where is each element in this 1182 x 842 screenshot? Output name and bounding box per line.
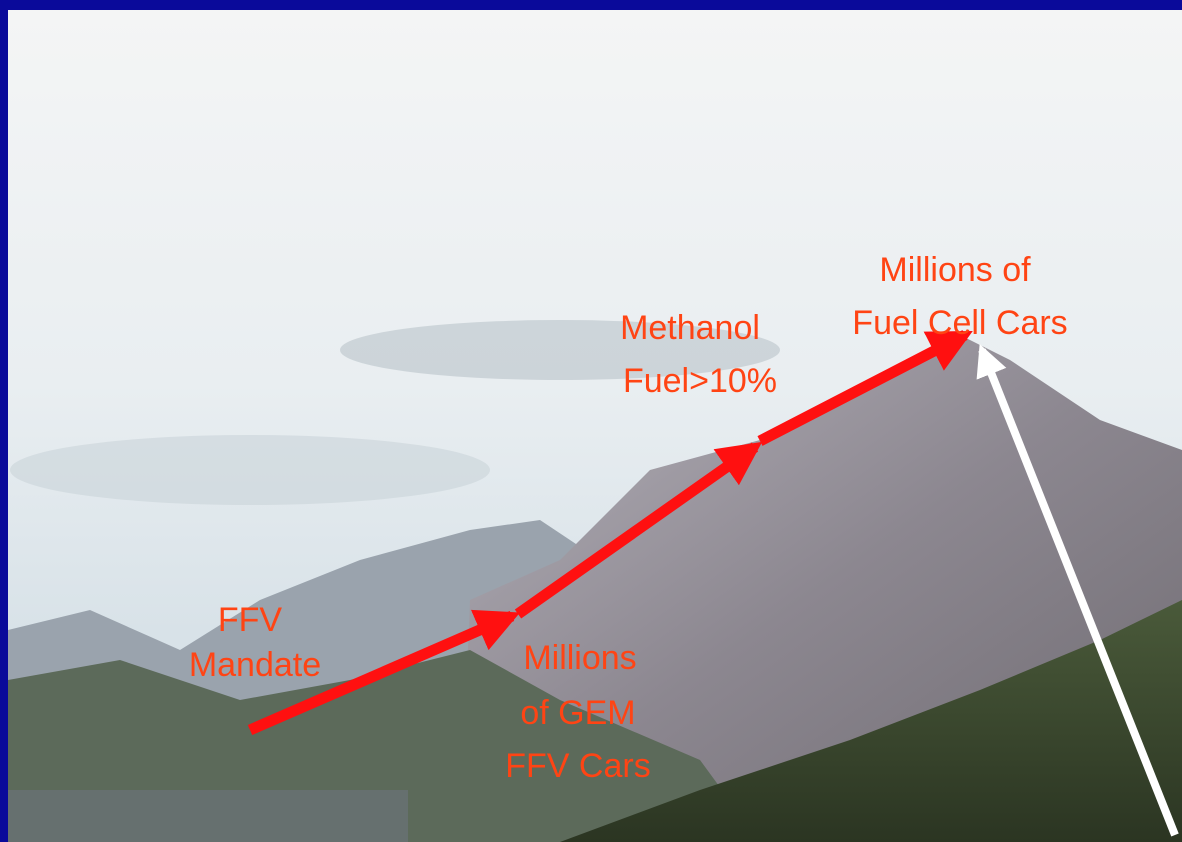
arrow bbox=[976, 344, 1179, 837]
arrow bbox=[514, 441, 763, 619]
label-line: Millions of bbox=[879, 251, 1031, 289]
label-line: Fuel Cell Cars bbox=[852, 304, 1067, 342]
label-line: Fuel>10% bbox=[623, 362, 777, 400]
photo bbox=[8, 10, 1182, 842]
label-line: Millions bbox=[523, 639, 636, 677]
frame-top bbox=[0, 0, 1182, 10]
label-line: Mandate bbox=[189, 646, 321, 684]
label-line: of GEM bbox=[520, 694, 635, 732]
label-line: Methanol bbox=[620, 309, 760, 347]
arrow bbox=[757, 330, 973, 446]
labels: FFV Mandate Millions of GEM FFV Cars Methanol… bbox=[189, 251, 1068, 785]
arrow bbox=[247, 609, 521, 736]
label-line: FFV bbox=[218, 601, 283, 639]
label-line: FFV Cars bbox=[505, 747, 650, 785]
arrows bbox=[247, 330, 1179, 837]
frame-left bbox=[0, 0, 8, 842]
